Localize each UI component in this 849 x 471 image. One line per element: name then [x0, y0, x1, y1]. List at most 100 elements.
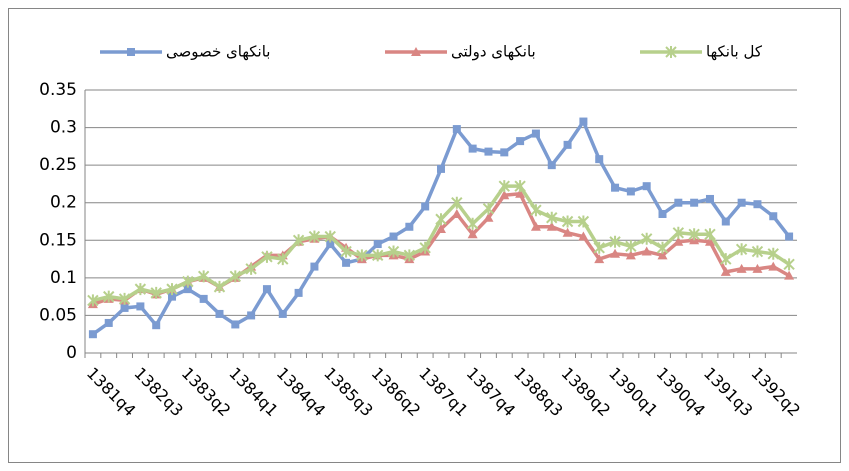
marker	[752, 263, 763, 273]
marker	[515, 188, 526, 198]
marker	[294, 288, 303, 297]
marker	[768, 261, 779, 271]
y-tick-label: 0.15	[39, 230, 77, 250]
marker	[484, 147, 493, 156]
marker	[419, 241, 431, 254]
marker	[530, 204, 542, 217]
marker	[562, 227, 573, 237]
marker	[467, 229, 478, 239]
marker	[704, 236, 715, 246]
marker	[595, 155, 604, 164]
marker	[769, 212, 778, 221]
marker	[482, 202, 495, 215]
legend-label: بانکهای خصوصی	[166, 43, 270, 61]
marker	[594, 254, 605, 264]
marker	[213, 280, 226, 293]
marker	[579, 117, 588, 126]
marker	[292, 234, 305, 247]
marker	[451, 208, 462, 218]
marker	[262, 285, 271, 294]
marker	[421, 202, 430, 211]
marker	[261, 250, 273, 263]
marker	[578, 231, 589, 241]
marker	[673, 236, 684, 246]
marker	[435, 213, 447, 226]
marker	[136, 302, 145, 311]
marker	[231, 320, 240, 329]
marker	[688, 228, 700, 241]
marker	[611, 183, 620, 192]
marker	[690, 198, 699, 207]
y-tick-label: 0.05	[39, 305, 77, 325]
marker	[547, 161, 556, 170]
marker	[197, 270, 210, 283]
marker	[498, 180, 510, 193]
marker	[308, 230, 321, 243]
marker	[721, 217, 730, 226]
marker	[356, 249, 368, 262]
marker	[516, 137, 525, 146]
marker	[452, 125, 461, 134]
marker	[310, 262, 319, 271]
marker	[561, 215, 574, 228]
marker	[767, 247, 779, 260]
marker	[625, 240, 637, 253]
marker	[118, 292, 131, 305]
legend-label: کل بانکها	[706, 43, 763, 61]
marker	[674, 198, 683, 207]
marker	[326, 240, 335, 249]
marker	[672, 226, 685, 239]
marker	[405, 222, 414, 231]
marker	[134, 283, 147, 296]
marker	[182, 275, 194, 288]
marker	[704, 228, 716, 241]
marker	[500, 148, 509, 157]
marker	[483, 212, 494, 222]
marker	[168, 292, 177, 301]
marker	[577, 215, 590, 228]
marker	[183, 285, 192, 294]
chart-border	[8, 8, 841, 463]
marker	[737, 198, 746, 207]
marker	[784, 270, 795, 280]
marker	[640, 232, 653, 245]
marker	[199, 294, 208, 303]
marker	[514, 180, 526, 193]
marker	[437, 164, 445, 173]
marker	[150, 286, 162, 299]
marker	[324, 230, 336, 243]
marker	[720, 266, 731, 276]
marker	[411, 47, 421, 56]
marker	[166, 283, 178, 296]
marker	[658, 209, 667, 218]
marker	[451, 196, 463, 209]
marker	[277, 253, 289, 266]
y-tick-label: 0.3	[50, 118, 77, 138]
marker	[466, 217, 479, 230]
y-tick-label: 0	[66, 343, 77, 363]
marker	[436, 224, 446, 234]
marker	[468, 144, 477, 153]
marker	[753, 200, 762, 209]
marker	[342, 258, 351, 267]
y-tick-label: 0.35	[39, 80, 77, 100]
marker	[403, 249, 416, 262]
marker	[499, 190, 510, 200]
marker	[103, 290, 115, 303]
marker	[87, 294, 99, 307]
marker	[656, 241, 669, 254]
marker	[215, 309, 224, 318]
marker	[610, 248, 621, 258]
marker	[245, 262, 257, 275]
marker	[88, 330, 97, 339]
marker	[389, 232, 398, 241]
marker	[563, 140, 572, 149]
marker	[626, 187, 635, 196]
marker	[340, 245, 352, 258]
marker	[720, 253, 732, 266]
marker	[751, 245, 764, 258]
marker	[127, 48, 135, 56]
marker	[247, 311, 256, 320]
marker	[593, 241, 605, 254]
